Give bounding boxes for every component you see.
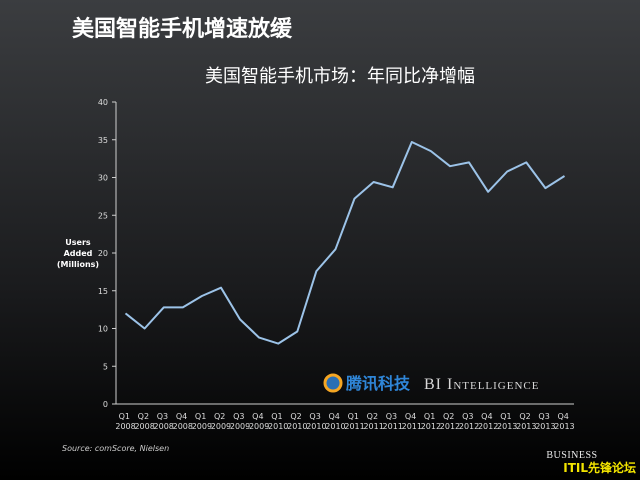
x-tick-label: Q1 2013 [497,412,517,431]
x-tick-label: Q2 2008 [134,412,154,431]
x-tick-label: Q1 2009 [192,412,212,431]
x-tick-label: Q4 2013 [554,412,574,431]
y-tick-label: 20 [98,249,108,258]
y-tick-label: 30 [98,174,108,183]
x-tick-label: Q1 2010 [268,412,288,431]
y-tick-label: 5 [103,362,108,371]
x-tick-label: Q2 2010 [287,412,307,431]
x-tick-label: Q4 2010 [325,412,345,431]
x-tick-label: Q2 2009 [211,412,231,431]
y-tick-label: 25 [98,211,108,220]
watermark-en: BI Intelligence [424,376,539,393]
y-tick-label: 40 [98,98,108,107]
x-tick-label: Q3 2008 [154,412,174,431]
x-tick-label: Q1 2012 [421,412,441,431]
y-axis-label: Users [65,238,91,247]
x-tick-label: Q2 2013 [516,412,536,431]
y-tick-label: 35 [98,136,108,145]
y-axis-label: Added [64,249,93,258]
x-tick-label: Q1 2008 [115,412,135,431]
y-tick-label: 15 [98,287,108,296]
x-tick-label: Q4 2009 [249,412,269,431]
x-tick-label: Q3 2013 [535,412,555,431]
source-note: Source: comScore, Nielsen [62,444,169,453]
x-tick-label: Q3 2012 [459,412,479,431]
x-tick-label: Q3 2011 [383,412,403,431]
x-tick-label: Q3 2009 [230,412,250,431]
watermark-logo [323,373,343,393]
x-tick-label: Q4 2011 [402,412,422,431]
x-tick-label: Q4 2012 [478,412,498,431]
y-tick-label: 10 [98,325,108,334]
x-tick-label: Q2 2012 [440,412,460,431]
y-axis-label: (Millions) [57,260,99,269]
forum-watermark: ITIL先锋论坛 [563,460,636,475]
data-line [124,141,566,345]
watermark-cn: 腾讯科技 [346,374,411,393]
x-tick-label: Q3 2010 [306,412,326,431]
brand: BUSINESS [546,450,597,461]
y-tick-label: 0 [103,400,108,409]
x-tick-label: Q1 2011 [344,412,364,431]
x-tick-label: Q4 2008 [173,412,193,431]
chart-title: 美国智能手机市场：年同比净增幅 [205,66,475,87]
slide-title: 美国智能手机增速放缓 [72,16,293,42]
x-tick-label: Q2 2011 [363,412,383,431]
